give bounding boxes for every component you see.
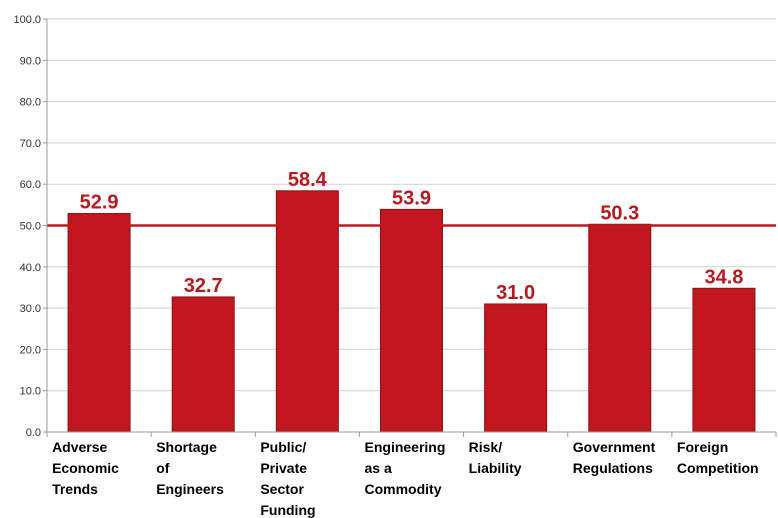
bars (67, 190, 756, 433)
bar (692, 287, 756, 433)
bar (275, 190, 339, 433)
y-tick-label: 30.0 (20, 303, 41, 315)
y-tick-label: 90.0 (20, 55, 41, 67)
y-tick-label: 40.0 (20, 262, 41, 274)
axes (43, 18, 777, 437)
bar (171, 296, 235, 433)
category-label: Economic (52, 460, 119, 476)
y-axis-tick-labels: 0.0 10.0 20.0 30.0 40.0 50.0 60.0 70.0 80.0 90.0 1… (13, 14, 41, 439)
value-label: 31.0 (496, 282, 535, 304)
category-label: Foreign (677, 439, 728, 455)
bar (380, 208, 443, 433)
y-tick-label: 20.0 (20, 344, 41, 356)
bar (67, 213, 131, 433)
value-label: 50.3 (600, 202, 639, 224)
value-label: 52.9 (80, 192, 119, 214)
category-label: Engineering (365, 439, 446, 455)
value-label: 53.9 (392, 187, 431, 209)
category-label: Adverse (52, 439, 107, 455)
value-label: 58.4 (288, 169, 328, 191)
y-tick-label: 100.0 (13, 14, 41, 26)
y-tick-label: 70.0 (20, 138, 41, 150)
category-label: Trends (52, 481, 98, 497)
y-tick-label: 60.0 (20, 179, 41, 191)
category-label: Funding (260, 502, 315, 518)
category-labels: Adverse Economic Trends Shortage of Engineers… (52, 439, 759, 518)
category-label: Liability (469, 460, 522, 476)
category-label: as a (365, 460, 392, 476)
category-label: Risk/ (469, 439, 503, 455)
category-label: Private (260, 460, 307, 476)
category-label: Engineers (156, 481, 224, 497)
value-labels: 52.9 32.7 58.4 53.9 31.0 50.3 34.8 (80, 169, 744, 304)
y-tick-label: 80.0 (20, 97, 41, 109)
category-label: Government (573, 439, 656, 455)
value-label: 34.8 (704, 266, 743, 288)
category-label: Regulations (573, 460, 653, 476)
category-label: Commodity (365, 481, 442, 497)
value-label: 32.7 (184, 275, 223, 297)
bar (484, 303, 548, 433)
category-label: Sector (260, 481, 304, 497)
y-tick-label: 0.0 (26, 427, 41, 439)
category-label: Competition (677, 460, 759, 476)
bar (588, 223, 652, 433)
category-label: Shortage (156, 439, 217, 455)
category-label: Public/ (260, 439, 306, 455)
category-label: of (156, 460, 170, 476)
y-tick-label: 10.0 (20, 386, 41, 398)
y-tick-label: 50.0 (20, 221, 41, 233)
